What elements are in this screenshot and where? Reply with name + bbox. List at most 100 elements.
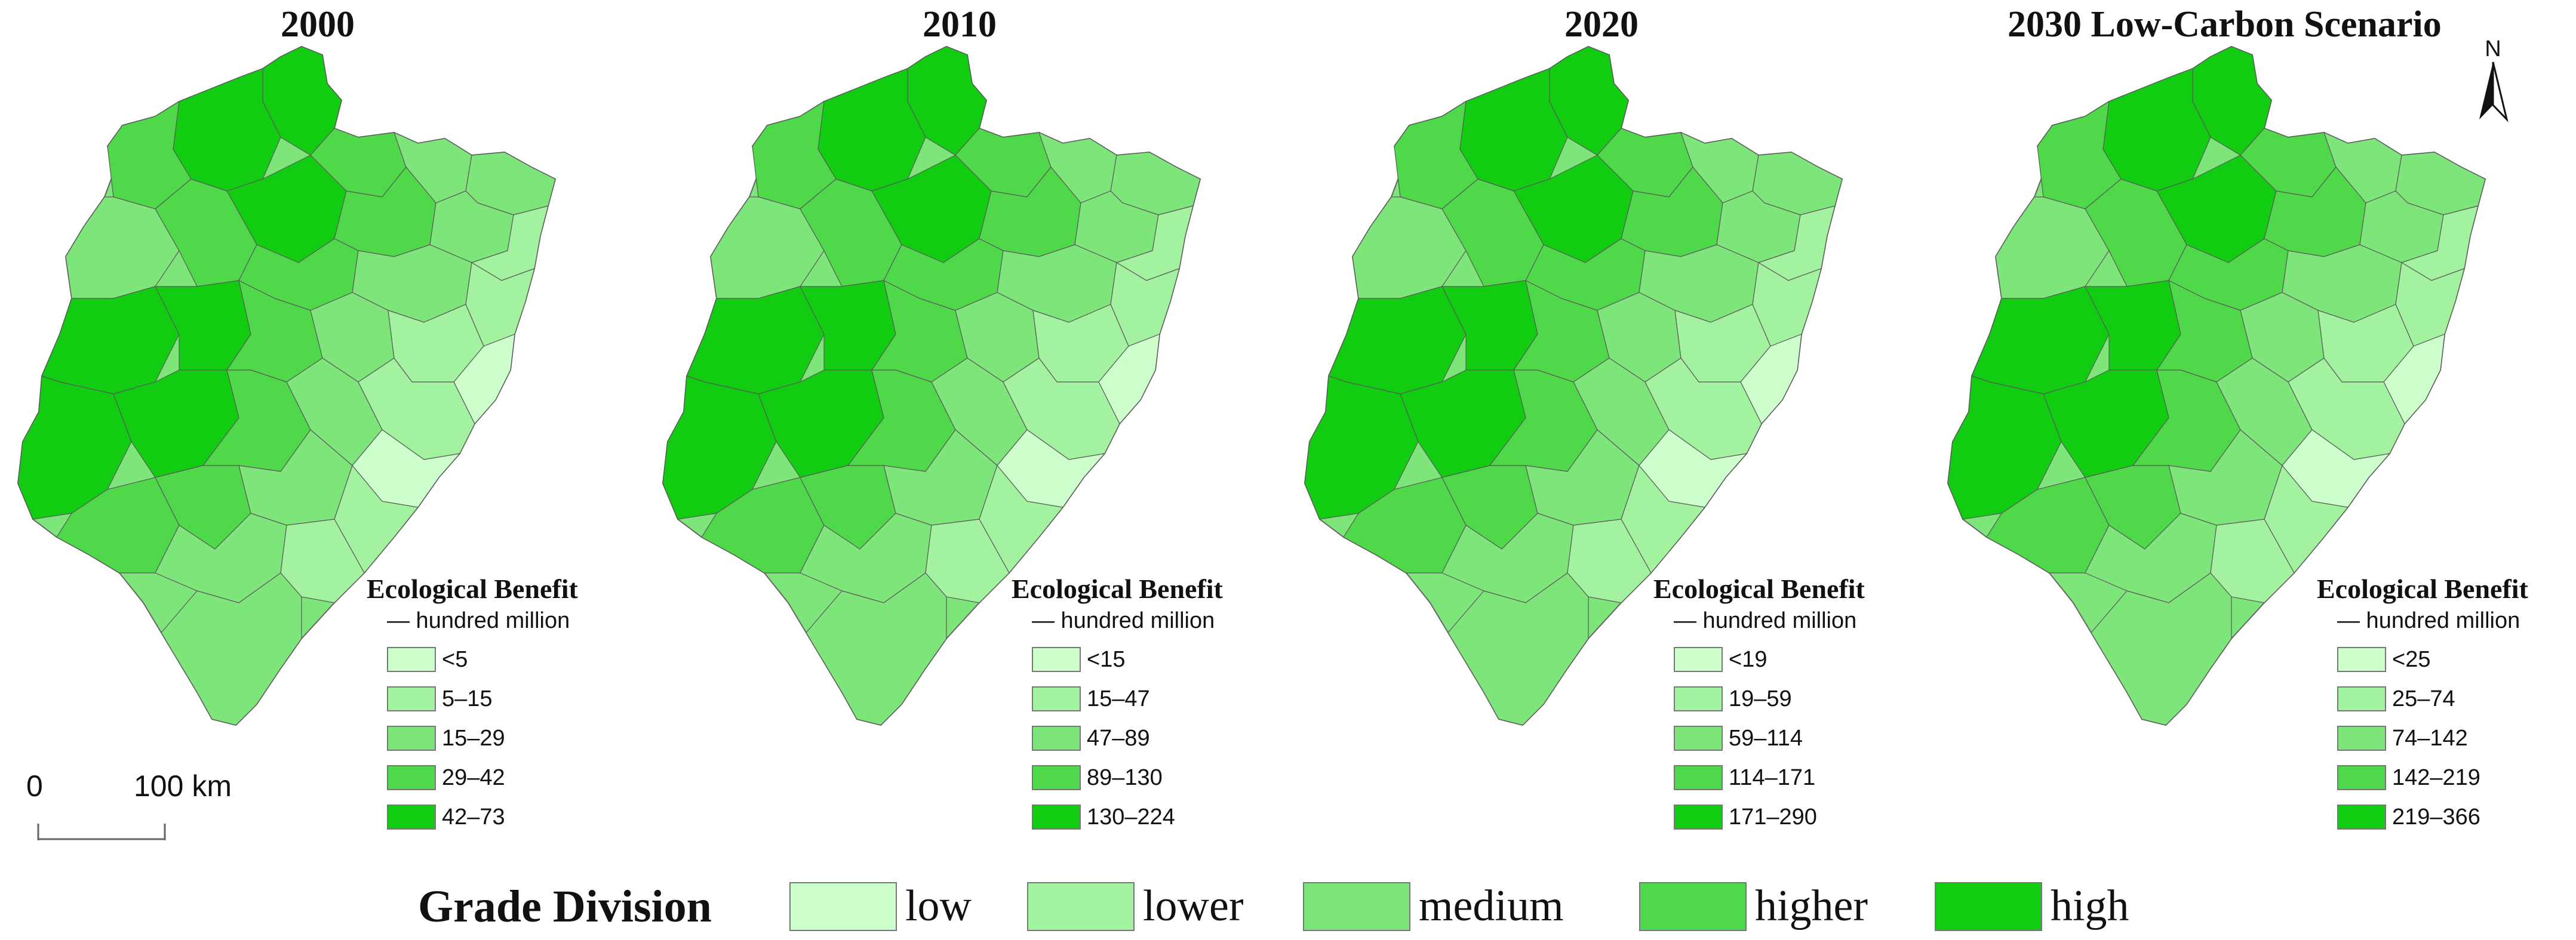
grade-item-high: high: [1935, 881, 2129, 932]
legend-label: <19: [1729, 646, 1767, 672]
legend-label: 142–219: [2392, 765, 2480, 790]
north-label: N: [2485, 36, 2501, 61]
legend-swatch: [1674, 765, 1723, 790]
grade-item-lower: lower: [1027, 881, 1244, 932]
legend-label: 130–224: [1087, 804, 1175, 830]
legend-title: Ecological Benefit: [367, 574, 578, 604]
legend-row-5: 171–290: [1653, 797, 1865, 837]
legend-label: 15–29: [442, 725, 505, 751]
legend-unit: — hundred million: [387, 608, 570, 633]
grade-label: medium: [1419, 882, 1564, 930]
legend-title: Ecological Benefit: [2317, 574, 2528, 604]
legend-label: 74–142: [2392, 725, 2468, 751]
map-districts: [662, 45, 1201, 726]
panel-title: 2000: [281, 4, 355, 45]
legend-row-1: <5: [367, 640, 578, 679]
legend-label: <15: [1087, 646, 1126, 672]
legend-row-3: 59–114: [1653, 719, 1865, 758]
legend-label: 29–42: [442, 765, 505, 790]
legend-label: 19–59: [1729, 686, 1792, 711]
legend-row-5: 42–73: [367, 797, 578, 837]
scale-start-label: 0: [26, 769, 43, 803]
legend-row-4: 89–130: [1012, 758, 1223, 797]
legend-row-3: 15–29: [367, 719, 578, 758]
legend-swatch: [2337, 765, 2386, 790]
grade-item-low: low: [789, 881, 972, 932]
legend-title: Ecological Benefit: [1012, 574, 1223, 604]
district-region: [161, 572, 302, 726]
legend-swatch: [1674, 647, 1723, 672]
legend-label: 5–15: [442, 686, 493, 711]
map-districts: [1304, 45, 1843, 726]
panel-2020: 2020 Ecological Benefit — hundred millio…: [1287, 0, 1931, 871]
panel-title: 2010: [923, 4, 997, 45]
legend-label: 89–130: [1087, 765, 1163, 790]
legend-swatch: [1674, 805, 1723, 830]
district-region: [806, 572, 947, 726]
grade-label: lower: [1143, 882, 1244, 930]
legend-swatch: [1674, 686, 1723, 711]
grade-label: low: [905, 882, 972, 930]
legend-swatch: [1032, 765, 1081, 790]
legend-swatch: [387, 647, 436, 672]
legend-swatch: [2337, 726, 2386, 751]
legend-label: 47–89: [1087, 725, 1150, 751]
legend-unit: — hundred million: [1674, 608, 1857, 633]
panel-2030: 2030 Low-Carbon Scenario Ecological Bene…: [1930, 0, 2574, 871]
legend-row-2: 19–59: [1653, 679, 1865, 719]
legend-swatch: [387, 726, 436, 751]
legend-row-3: 74–142: [2317, 719, 2528, 758]
scale-bar: 0 100 km: [26, 769, 277, 846]
legend-label: 219–366: [2392, 804, 2480, 830]
region-map: [1947, 45, 2486, 726]
grade-swatch: [1935, 882, 2042, 931]
district-region: [2091, 572, 2232, 726]
grade-division-legend: Grade Division low lower medium higher h…: [0, 873, 2576, 938]
grade-swatch: [789, 882, 897, 931]
legend-label: 15–47: [1087, 686, 1150, 711]
legend-label: 59–114: [1729, 725, 1803, 751]
legend-label: <25: [2392, 646, 2431, 672]
legend-row-4: 29–42: [367, 758, 578, 797]
legend-row-2: 25–74: [2317, 679, 2528, 719]
north-arrow-icon: N: [2479, 36, 2509, 123]
legend-row-2: 15–47: [1012, 679, 1223, 719]
legend-unit: — hundred million: [2337, 608, 2520, 633]
grade-division-title: Grade Division: [418, 882, 712, 932]
scale-line: [37, 824, 166, 840]
legend-swatch: [387, 686, 436, 711]
grade-label: high: [2051, 882, 2129, 930]
region-map: [1304, 45, 1843, 726]
legend-label: 42–73: [442, 804, 505, 830]
grade-item-higher: higher: [1639, 881, 1868, 932]
legend-swatch: [1674, 726, 1723, 751]
legend-row-4: 142–219: [2317, 758, 2528, 797]
legend-row-1: <25: [2317, 640, 2528, 679]
grade-label: higher: [1755, 882, 1868, 930]
legend: Ecological Benefit — hundred million <5 …: [367, 573, 578, 837]
legend: Ecological Benefit — hundred million <19…: [1653, 573, 1865, 837]
legend-label: 171–290: [1729, 804, 1817, 830]
legend-title: Ecological Benefit: [1653, 574, 1865, 604]
legend: Ecological Benefit — hundred million <25…: [2317, 573, 2528, 837]
legend-row-4: 114–171: [1653, 758, 1865, 797]
legend-unit: — hundred million: [1032, 608, 1215, 633]
legend: Ecological Benefit — hundred million <15…: [1012, 573, 1223, 837]
grade-item-medium: medium: [1303, 881, 1564, 932]
legend-row-5: 130–224: [1012, 797, 1223, 837]
map-districts: [1947, 45, 2486, 726]
legend-swatch: [1032, 726, 1081, 751]
legend-swatch: [1032, 805, 1081, 830]
legend-swatch: [2337, 686, 2386, 711]
legend-swatch: [1032, 647, 1081, 672]
legend-swatch: [2337, 647, 2386, 672]
grade-swatch: [1639, 882, 1747, 931]
panel-title: 2020: [1564, 4, 1639, 45]
legend-row-3: 47–89: [1012, 719, 1223, 758]
scale-end-label: 100 km: [134, 769, 232, 803]
district-region: [1447, 572, 1589, 726]
legend-label: 114–171: [1729, 765, 1816, 790]
region-map: [662, 45, 1201, 726]
legend-swatch: [387, 805, 436, 830]
map-districts: [17, 45, 557, 726]
